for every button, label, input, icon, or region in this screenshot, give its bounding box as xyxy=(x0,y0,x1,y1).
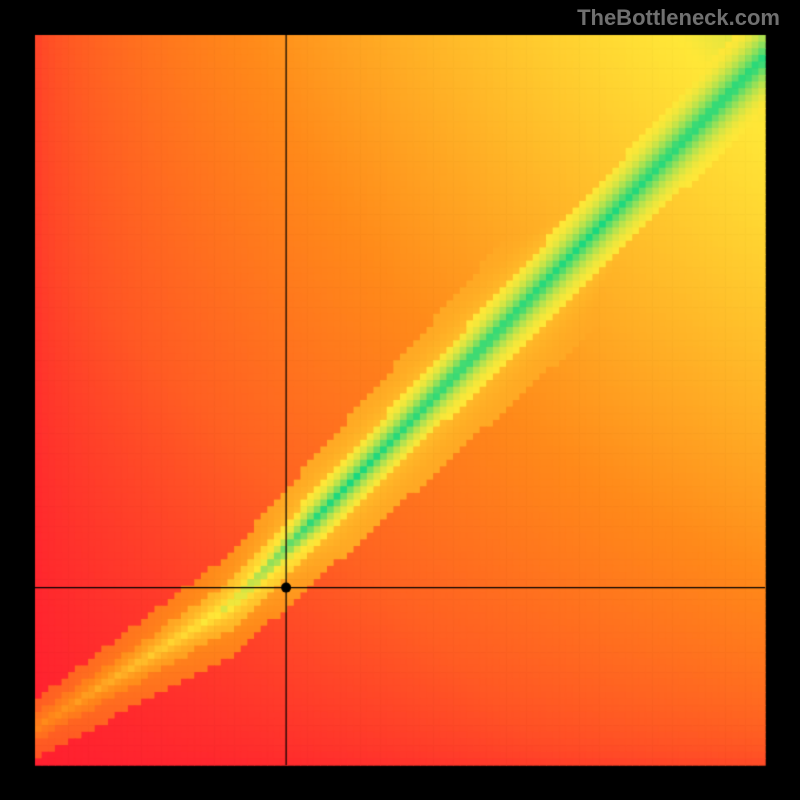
watermark-text: TheBottleneck.com xyxy=(577,5,780,31)
heatmap-canvas xyxy=(0,0,800,800)
